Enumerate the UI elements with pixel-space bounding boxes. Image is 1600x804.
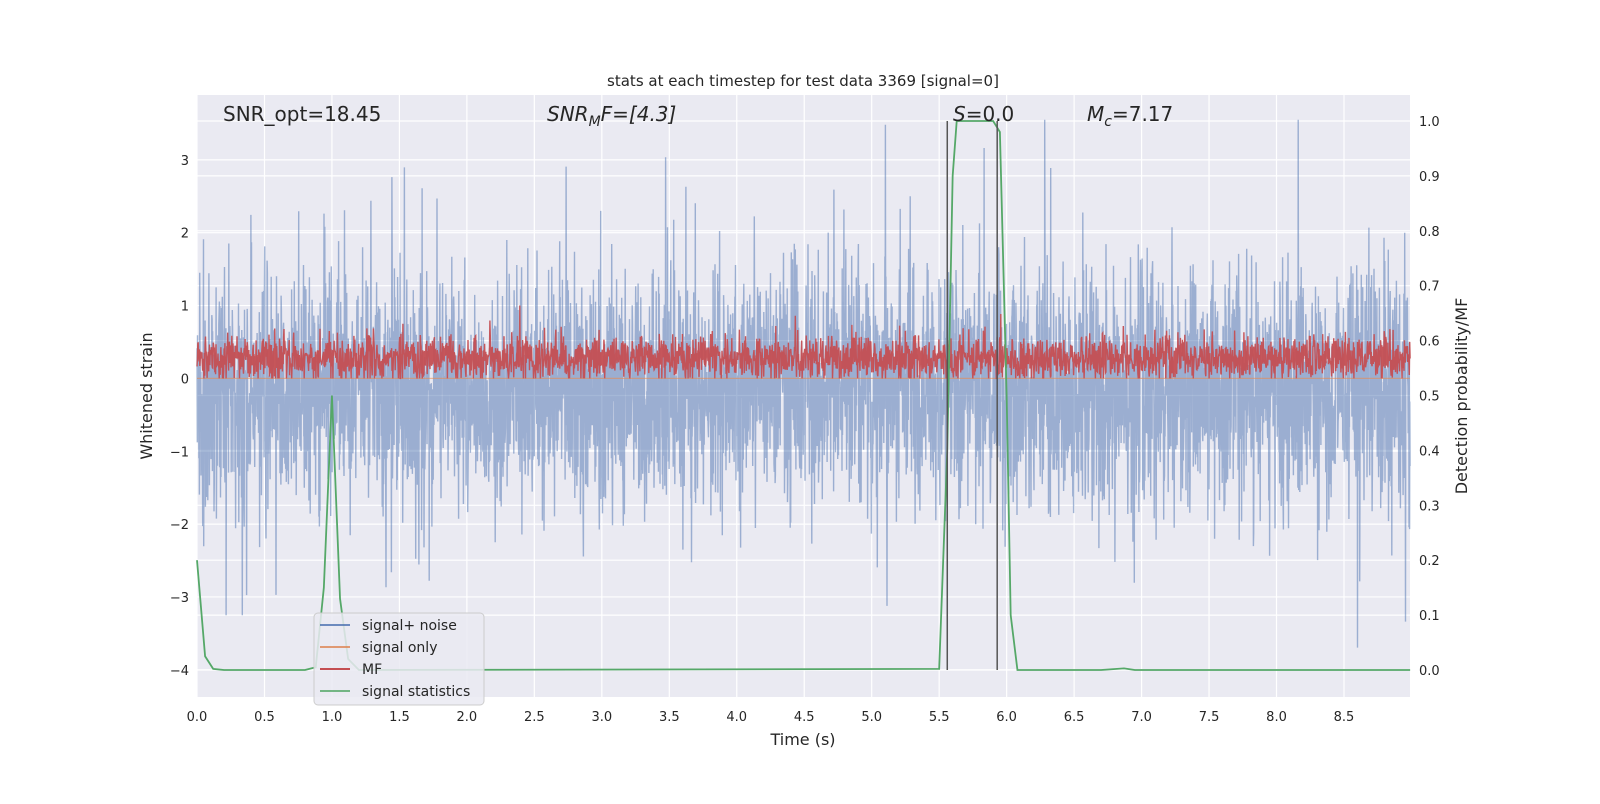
y-tick-label: −1 <box>170 445 189 460</box>
x-tick-label: 4.0 <box>726 710 747 725</box>
s-value: =0.0 <box>966 102 1015 126</box>
x-axis-label: Time (s) <box>769 730 835 749</box>
x-tick-label: 8.0 <box>1266 710 1287 725</box>
x-tick-label: 1.0 <box>322 710 343 725</box>
snr-mf-rest: F=[4.3] <box>601 102 677 126</box>
x-tick-label: 2.0 <box>457 710 478 725</box>
x-tick-label: 5.0 <box>861 710 882 725</box>
y-tick-label: 0 <box>181 372 189 387</box>
annotation-snr-mf: SNRMF=[4.3] <box>547 102 676 130</box>
x-tick-label: 3.0 <box>591 710 612 725</box>
y-tick-label: −2 <box>170 518 189 533</box>
annotation-snr-opt: SNR_opt=18.45 <box>223 102 381 126</box>
y-tick-label: −3 <box>170 591 189 606</box>
y-right-tick-label: 0.2 <box>1419 554 1440 569</box>
chart-title: stats at each timestep for test data 336… <box>607 72 999 90</box>
y-right-tick-label: 0.6 <box>1419 335 1440 350</box>
y-right-tick-label: 0.8 <box>1419 225 1440 240</box>
y-tick-label: 1 <box>181 300 189 315</box>
y-tick-label: 2 <box>181 227 189 242</box>
y-right-tick-label: 0.4 <box>1419 444 1440 459</box>
x-tick-label: 0.0 <box>187 710 208 725</box>
x-tick-label: 4.5 <box>794 710 815 725</box>
x-tick-label: 1.5 <box>389 710 410 725</box>
x-tick-label: 8.5 <box>1334 710 1355 725</box>
y-right-tick-label: 0.5 <box>1419 390 1440 405</box>
y-right-tick-label: 0.7 <box>1419 280 1440 295</box>
y-right-tick-label: 0.3 <box>1419 499 1440 514</box>
x-tick-label: 7.5 <box>1199 710 1220 725</box>
y-right-tick-label: 0.9 <box>1419 170 1440 185</box>
y-right-tick-label: 0.0 <box>1419 664 1440 679</box>
annotation-s: S=0.0 <box>953 102 1014 126</box>
x-tick-label: 0.5 <box>254 710 275 725</box>
x-tick-label: 3.5 <box>659 710 680 725</box>
legend-label: signal only <box>362 640 437 656</box>
y-tick-label: 3 <box>181 154 189 169</box>
annotation-mc: Mc=7.17 <box>1087 102 1173 130</box>
y-tick-label: −4 <box>170 664 189 679</box>
legend-label: signal statistics <box>362 684 470 700</box>
x-tick-label: 2.5 <box>524 710 545 725</box>
legend: signal+ noise signal only MF signal statist… <box>314 613 484 705</box>
mc-value: =7.17 <box>1112 102 1173 126</box>
mc-symbol: M <box>1087 102 1104 126</box>
y-right-tick-label: 0.1 <box>1419 609 1440 624</box>
legend-label: MF <box>362 662 382 678</box>
legend-label: signal+ noise <box>362 618 457 634</box>
snr-mf-sub: M <box>589 114 601 130</box>
s-symbol: S <box>953 102 966 126</box>
x-tick-label: 6.0 <box>996 710 1017 725</box>
x-tick-label: 5.5 <box>929 710 950 725</box>
y-axis-label: Whitened strain <box>137 332 156 459</box>
x-tick-label: 7.0 <box>1131 710 1152 725</box>
y-right-axis-label: Detection probability/MF <box>1452 298 1471 495</box>
snr-mf-main: SNR <box>547 102 589 126</box>
x-tick-label: 6.5 <box>1064 710 1085 725</box>
y-right-tick-label: 1.0 <box>1419 115 1440 130</box>
